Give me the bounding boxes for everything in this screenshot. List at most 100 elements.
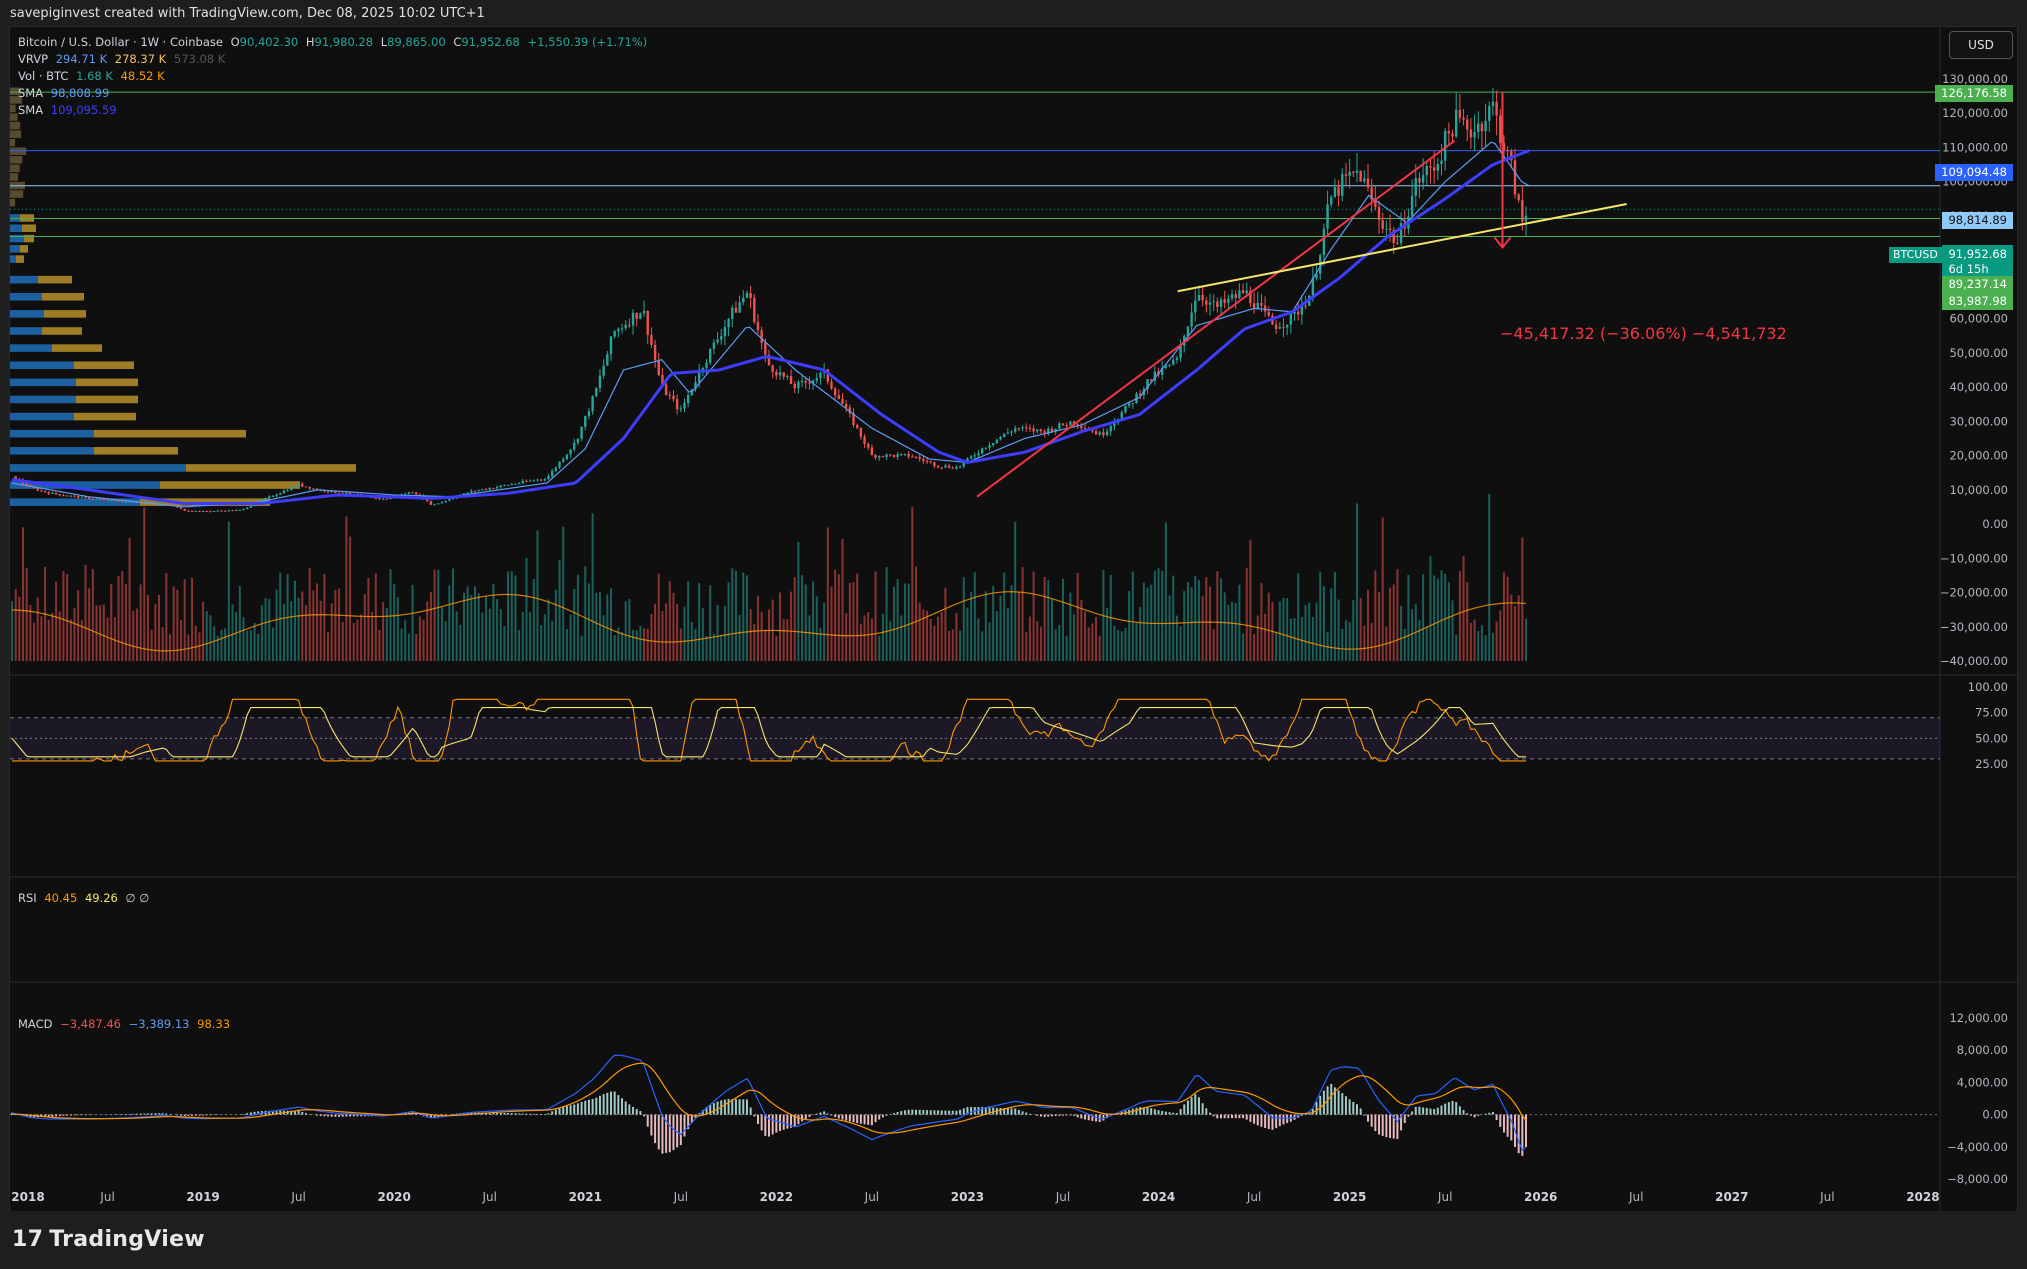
volume-bar <box>319 600 322 661</box>
volume-bar <box>124 583 127 661</box>
volume-bar <box>569 614 572 661</box>
volume-bar <box>705 635 708 661</box>
volume-bar <box>1363 625 1366 661</box>
volume-bar <box>657 573 660 661</box>
candle-body <box>609 336 613 355</box>
sma-slow-price-tag: 109,094.48 <box>1935 164 2013 181</box>
volume-bar <box>1124 627 1127 661</box>
candle-body <box>437 503 440 505</box>
macd-hist-value: 98.33 <box>197 1017 231 1031</box>
candle-body <box>1333 187 1337 197</box>
chart-area[interactable]: 130,000.00 120,000.00 110,000.00 100,000.00… <box>9 26 2018 1212</box>
candle-body <box>301 483 304 487</box>
volume-bar <box>547 599 550 661</box>
volume-bar <box>1043 576 1046 661</box>
candle-body <box>121 501 124 503</box>
vp-up-bar <box>10 292 42 301</box>
sma-fast-label: SMA <box>18 86 44 100</box>
candle-body <box>32 486 36 489</box>
volume-bar <box>951 629 954 661</box>
candle-body <box>1282 327 1285 329</box>
chart-canvas[interactable]: 130,000.00120,000.00110,000.00100,000.00… <box>10 27 2017 1211</box>
volume-bar <box>1275 632 1278 661</box>
volume-bar <box>1054 629 1057 661</box>
candle-body <box>679 408 683 410</box>
volume-bar <box>1425 626 1428 661</box>
volume-bar <box>1322 586 1325 661</box>
tradingview-logo[interactable]: 17 TradingView <box>12 1227 205 1252</box>
volume-bar <box>970 591 973 661</box>
candle-body <box>646 310 649 335</box>
time-tick-label: 2020 <box>377 1190 410 1204</box>
candle-body <box>1374 199 1377 208</box>
candle-body <box>1399 223 1403 244</box>
volume-bar <box>1436 578 1439 661</box>
candle-body <box>1061 423 1065 426</box>
candle-body <box>584 415 587 427</box>
candles <box>14 88 1528 513</box>
volume-bar <box>451 568 454 661</box>
currency-button[interactable]: USD <box>1949 31 2013 59</box>
volume-bar <box>1036 621 1039 661</box>
volume-bar <box>1172 575 1175 661</box>
volume-bar <box>1242 633 1245 661</box>
candle-body <box>1377 207 1381 221</box>
vp-down-bar <box>76 378 138 387</box>
volume-bar <box>1223 592 1226 661</box>
candle-body <box>1447 130 1451 134</box>
vp-up-bar <box>10 498 140 506</box>
candle-body <box>209 511 212 513</box>
candle-body <box>484 489 488 491</box>
volume-bar <box>1197 580 1200 661</box>
sma-slow-value: 109,095.59 <box>50 103 117 117</box>
candle-body <box>661 374 664 385</box>
candle-body <box>1344 174 1348 176</box>
candle-body <box>1208 302 1212 305</box>
candle-body <box>701 368 705 371</box>
volume-bar <box>672 592 675 661</box>
volume-bar <box>378 630 381 661</box>
time-tick-label: 2026 <box>1524 1190 1557 1204</box>
vp-down-bar <box>42 292 84 301</box>
volume-bar <box>510 571 513 661</box>
volume-bar <box>1462 556 1465 661</box>
volume-bar <box>161 627 164 661</box>
volume-bar <box>1319 571 1322 661</box>
volume-bar <box>742 572 745 661</box>
macd-signal-value: −3,389.13 <box>128 1017 190 1031</box>
measure-label: −45,417.32 (−36.06%) −4,541,732 <box>1500 324 1787 343</box>
volume-bar <box>911 507 914 661</box>
volume-bar <box>433 569 436 661</box>
volume-bar <box>231 604 234 661</box>
price-tick-label: 20,000.00 <box>1949 449 2008 463</box>
volume-bar <box>1289 618 1292 661</box>
volume-bar <box>360 614 363 661</box>
volume-bar <box>756 595 759 661</box>
volume-bar <box>959 630 962 661</box>
volume-bar <box>1087 627 1090 661</box>
volume-bar <box>253 622 256 661</box>
volume-bar <box>1411 609 1414 661</box>
volume-bar <box>1451 600 1454 661</box>
candle-body <box>914 456 918 458</box>
vrvp-down-value: 278.37 K <box>114 52 167 66</box>
volume-bar <box>385 607 388 661</box>
sma-slow-line <box>11 149 1530 506</box>
volume-bar <box>823 602 826 661</box>
candle-body <box>565 454 569 460</box>
volume-bar <box>565 629 568 661</box>
created-by-text: savepiginvest created with TradingView.c… <box>10 6 485 21</box>
volume-bar <box>338 588 341 661</box>
volume-bar <box>624 601 627 661</box>
candle-body <box>1054 428 1057 432</box>
volume-bar <box>1183 591 1186 661</box>
volume-bar <box>536 530 539 661</box>
candle-body <box>1194 300 1197 313</box>
candle-body <box>756 322 760 331</box>
candle-body <box>664 384 668 396</box>
volume-bar <box>815 596 818 661</box>
candle-body <box>525 480 528 482</box>
candle-body <box>58 494 61 496</box>
volume-bar <box>1010 585 1013 661</box>
vp-bar <box>10 138 16 147</box>
